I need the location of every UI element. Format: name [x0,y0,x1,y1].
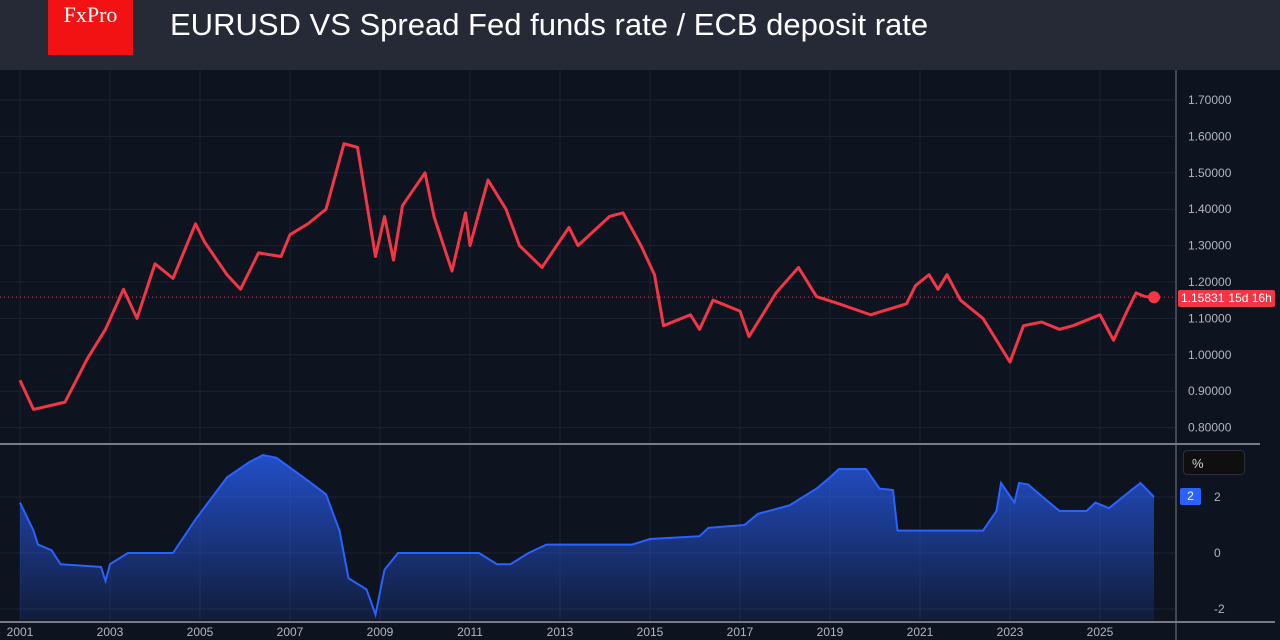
x-tick-label: 2021 [907,625,934,639]
unit-selector[interactable]: % [1183,450,1245,475]
eurusd-line [18,142,1155,411]
price-axis-label: 1.60000 [1188,129,1232,143]
price-axis-label: 1.40000 [1188,202,1232,216]
price-axis-label: 1.00000 [1188,348,1232,362]
header: FxPro EURUSD VS Spread Fed funds rate / … [0,0,1280,70]
last-price-tag: 1.15831 15d 16h [1178,290,1275,307]
spread-axis-label: 2 [1214,490,1221,504]
x-tick-label: 2007 [277,625,304,639]
spread-area-fill [20,455,1154,620]
x-tick-label: 2017 [727,625,754,639]
x-tick-label: 2009 [367,625,394,639]
x-tick-label: 2015 [637,625,664,639]
x-tick-label: 2005 [187,625,214,639]
price-axis-label: 0.80000 [1188,421,1232,435]
x-tick-label: 2023 [997,625,1024,639]
chart-area[interactable]: 2001 2003 2005 2007 2009 2011 2013 2015 2017 2019… [0,70,1280,640]
spread-line [19,453,1155,619]
price-axis-label: 1.30000 [1188,239,1232,253]
price-axis-label: 1.70000 [1188,93,1232,107]
price-axis-label: 0.90000 [1188,384,1232,398]
x-tick-label: 2001 [7,625,34,639]
spread-axis-label: -2 [1214,602,1225,616]
x-tick-label: 2013 [547,625,574,639]
x-tick-label: 2011 [457,625,483,639]
x-tick-label: 2003 [97,625,124,639]
last-price-dot [1148,291,1160,304]
price-axis-label: 1.10000 [1188,311,1232,325]
x-tick-label: 2019 [817,625,844,639]
chart-title: EURUSD VS Spread Fed funds rate / ECB de… [170,7,929,42]
price-axis-label: 1.20000 [1188,275,1232,289]
spread-last-value-tag: 2 [1180,488,1201,505]
price-axis-label: 1.50000 [1188,166,1232,180]
x-tick-label: 2025 [1087,625,1114,639]
spread-axis-label: 0 [1214,546,1221,560]
bar-countdown: 15d 16h [1228,291,1272,305]
fxpro-logo: FxPro [48,0,133,55]
last-price: 1.15831 [1181,291,1225,305]
